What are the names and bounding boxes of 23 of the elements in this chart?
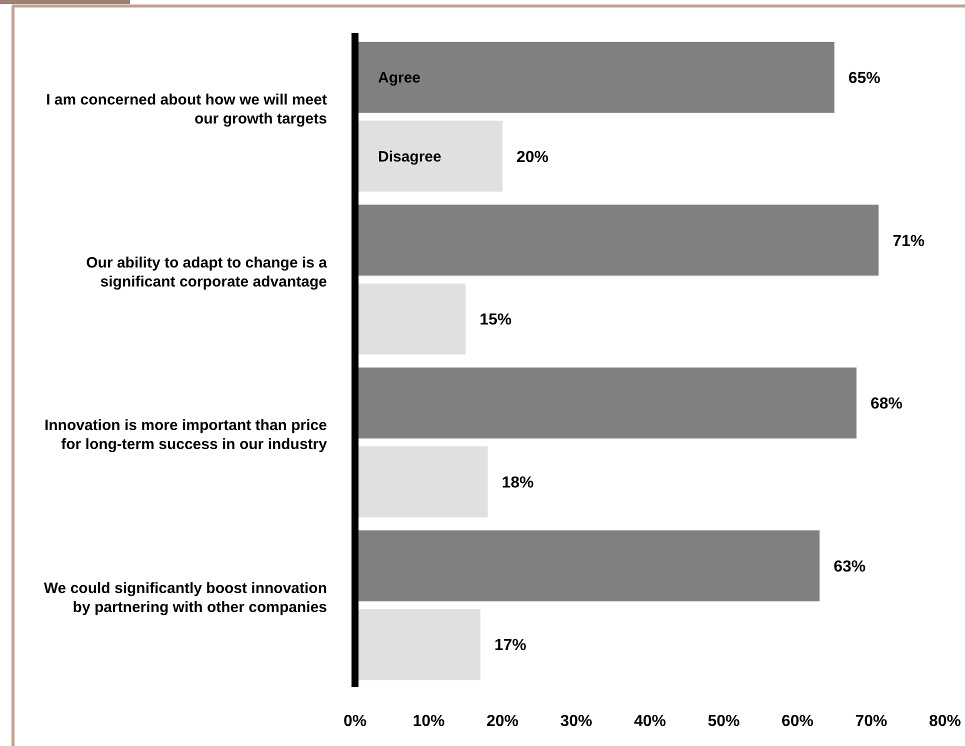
data-label: 65% xyxy=(848,70,880,87)
series-label: Agree xyxy=(378,70,421,87)
data-label: 63% xyxy=(834,558,866,576)
x-tick-label: 0% xyxy=(343,713,367,730)
data-label: 20% xyxy=(516,148,549,166)
y-tick-label: We could significantly boost innovation by partnering with other companies xyxy=(44,580,327,616)
y-tick-label: I am concerned about how we will meet our growth targets xyxy=(46,92,327,128)
x-tick-label: 30% xyxy=(560,713,592,730)
x-tick-label: 10% xyxy=(412,713,445,730)
y-tick-label: Our ability to adapt to change is a significant corporate advantage xyxy=(86,254,328,290)
series-label: Disagree xyxy=(378,148,442,166)
data-label: 68% xyxy=(870,396,903,413)
data-label: 17% xyxy=(494,637,526,654)
x-tick-label: 20% xyxy=(486,713,519,730)
x-tick-label: 40% xyxy=(634,713,666,730)
x-tick-label: 70% xyxy=(855,713,888,730)
data-label: 15% xyxy=(480,312,512,329)
x-tick-label: 50% xyxy=(708,713,740,730)
data-label: 71% xyxy=(892,232,925,250)
y-tick-label: Innovation is more important than price for long-term success in our industry xyxy=(44,417,328,454)
x-tick-label: 80% xyxy=(928,713,962,730)
data-label: 18% xyxy=(502,474,534,492)
x-tick-label: 60% xyxy=(781,713,814,730)
